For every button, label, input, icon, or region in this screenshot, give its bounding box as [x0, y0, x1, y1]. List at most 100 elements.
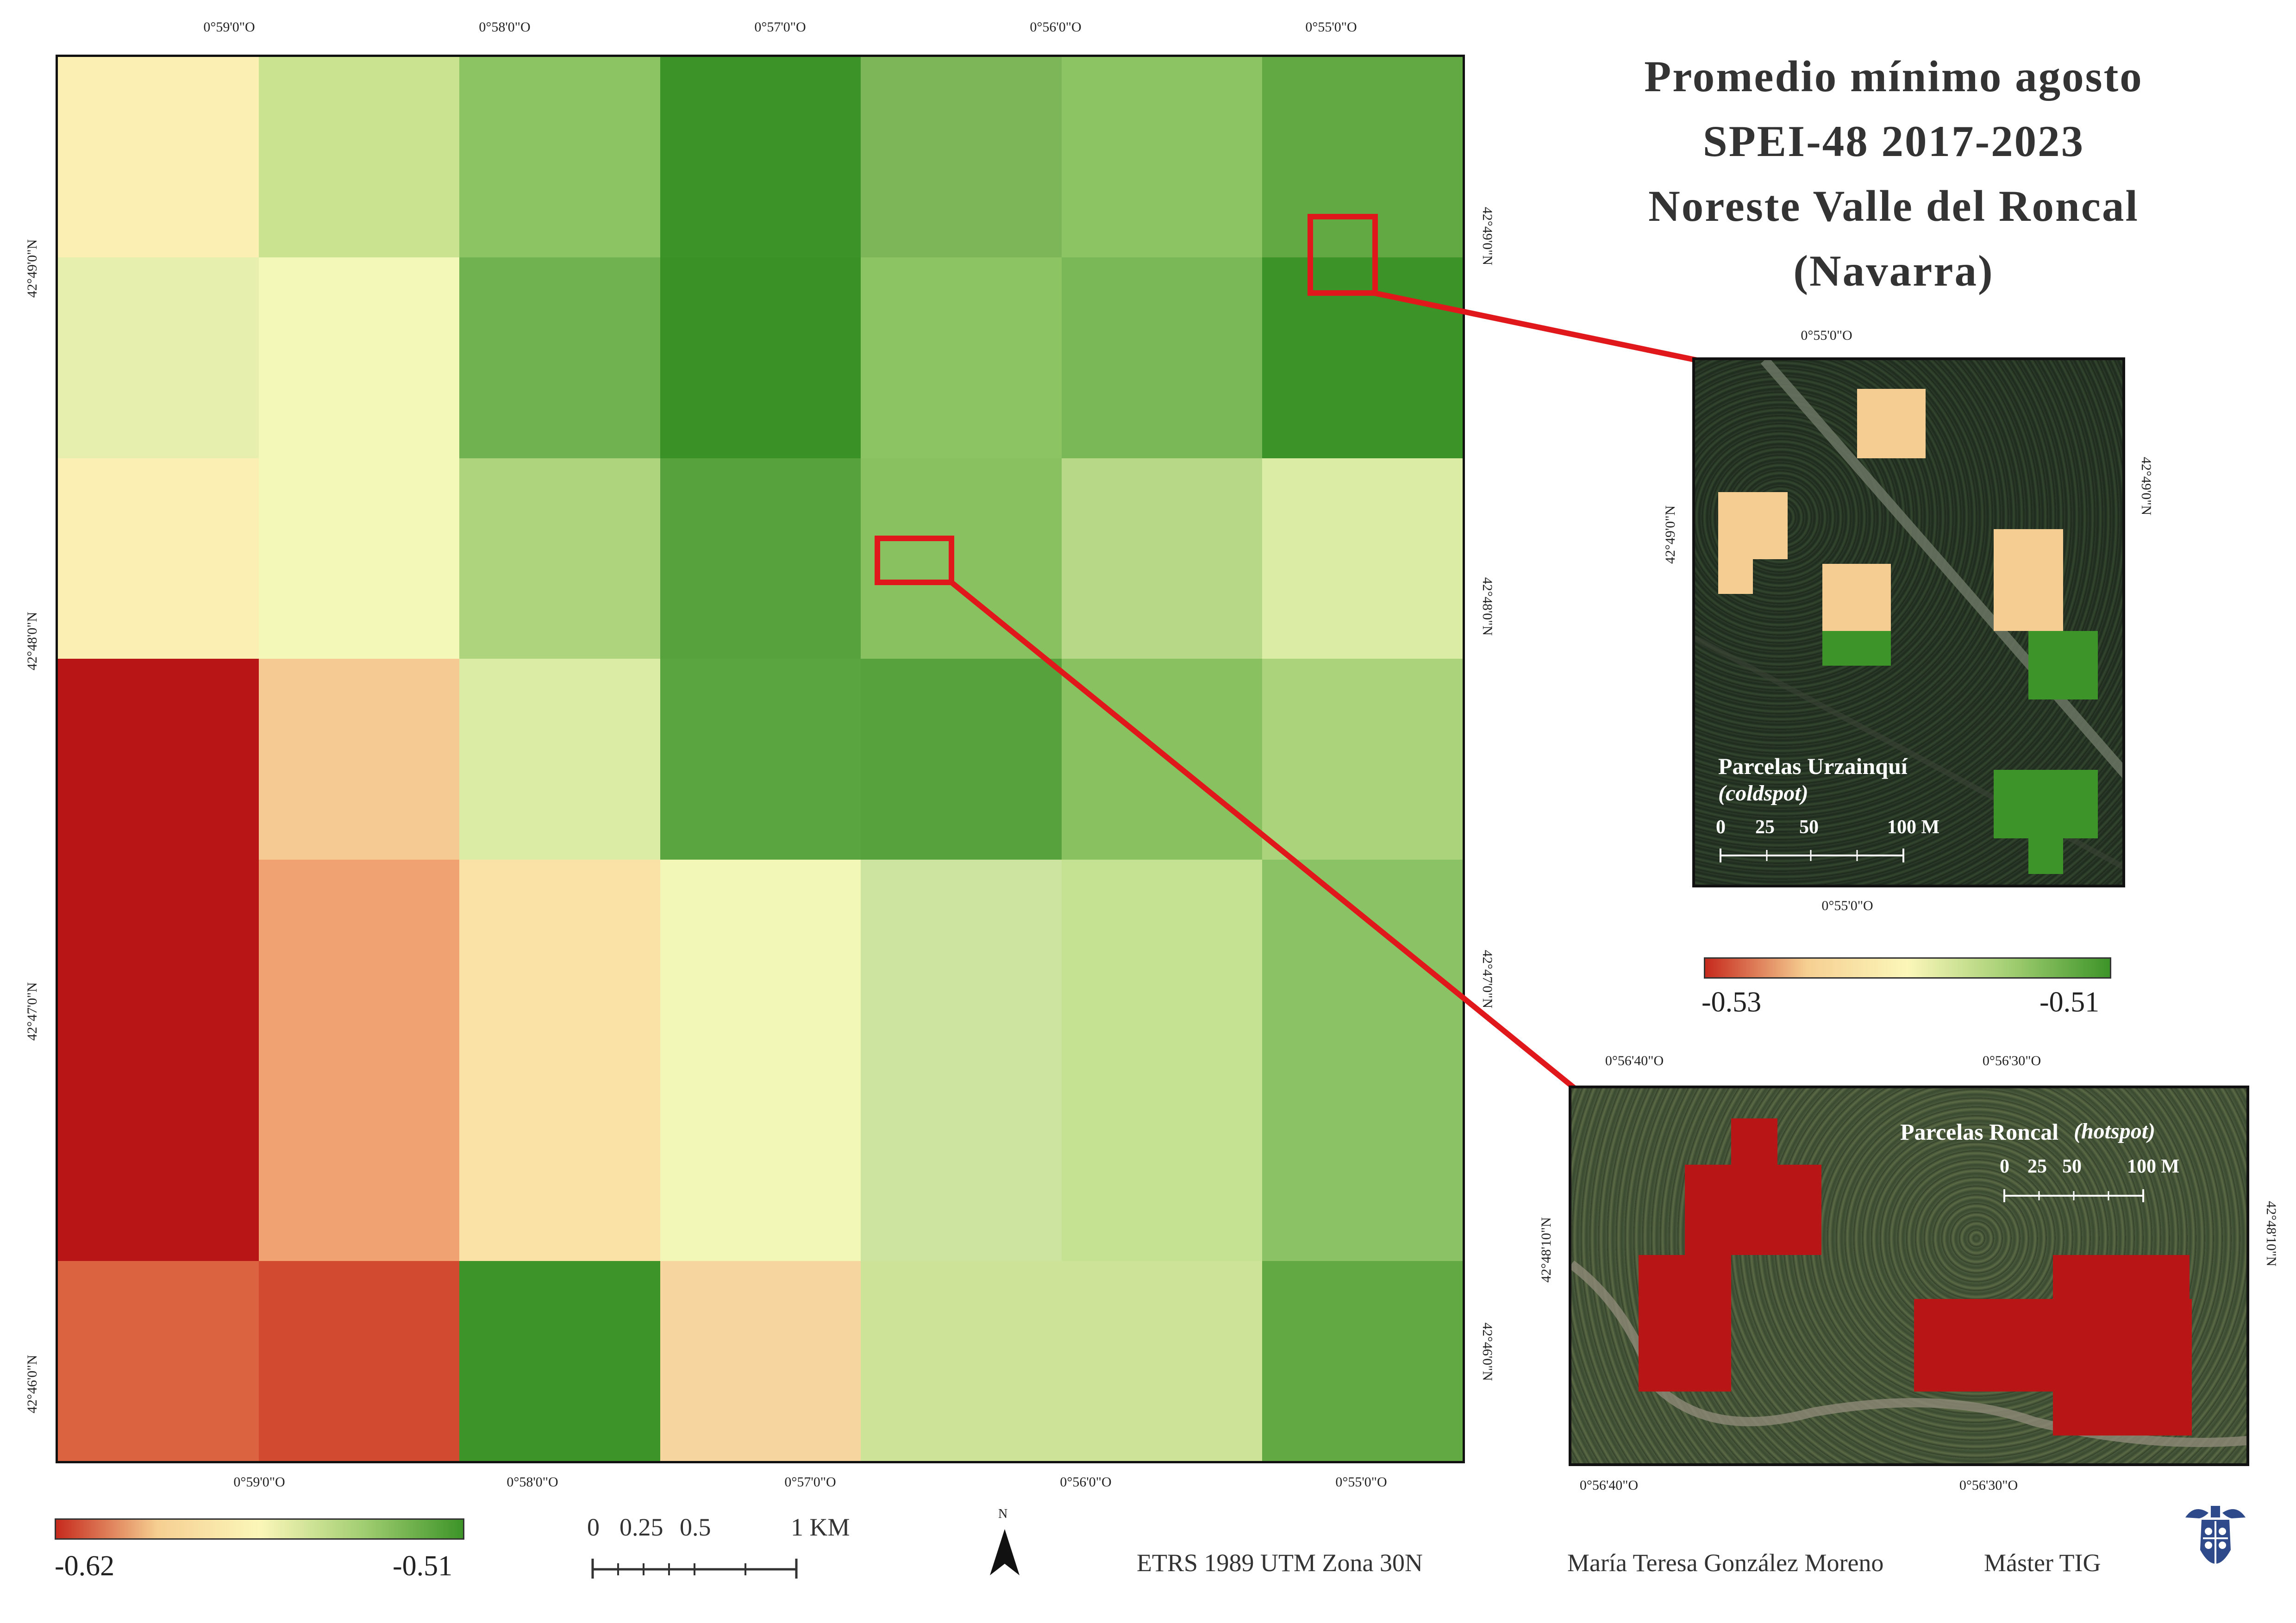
- coldspot-scale-label: 25: [1755, 817, 1775, 838]
- hotspot-scale-label: 25: [2027, 1156, 2047, 1177]
- coldspot-highlight-box: [1308, 214, 1378, 296]
- raster-cell: [1262, 659, 1463, 860]
- raster-cell: [660, 1261, 861, 1461]
- map-top-tick: 0°56'0"O: [1030, 19, 1082, 35]
- hotspot-top-tick: 0°56'40"O: [1605, 1053, 1664, 1068]
- main-legend-ramp: [55, 1518, 464, 1540]
- scale-bar: [591, 1559, 798, 1579]
- projection-label: ETRS 1989 UTM Zona 30N: [1137, 1549, 1423, 1577]
- coldspot-parcel: [1994, 529, 2063, 631]
- hotspot-right-tick: 42°48'10"N: [2264, 1201, 2279, 1267]
- raster-cell: [1061, 1261, 1263, 1461]
- map-bottom-tick: 0°55'0"O: [1335, 1474, 1387, 1490]
- scale-label: 1 KM: [791, 1513, 850, 1541]
- raster-cell: [258, 1060, 460, 1261]
- raster-cell: [258, 859, 460, 1061]
- raster-cell: [1262, 57, 1463, 258]
- raster-cell: [459, 1060, 660, 1261]
- raster-cell: [1061, 257, 1263, 458]
- inset-legend-ramp: [1704, 957, 2111, 979]
- coldspot-scale-label: 0: [1716, 817, 1726, 838]
- inset-legend-max: -0.51: [2039, 986, 2100, 1018]
- hotspot-parcel: [2053, 1255, 2190, 1301]
- spei-raster-map: [56, 55, 1465, 1463]
- coldspot-inset-subtitle: (coldspot): [1718, 781, 1808, 805]
- coldspot-parcel: [2028, 837, 2063, 874]
- hotspot-scale-label: 50: [2062, 1156, 2082, 1177]
- raster-cell: [1061, 659, 1263, 860]
- coldspot-parcel: [1718, 492, 1788, 559]
- map-bottom-tick: 0°58'0"O: [507, 1474, 558, 1490]
- map-title-line-2: SPEI-48 2017-2023: [1702, 117, 2085, 166]
- hotspot-parcel: [1639, 1255, 1731, 1392]
- raster-cell: [258, 1261, 460, 1461]
- raster-cell: [660, 1060, 861, 1261]
- raster-cell: [459, 659, 660, 860]
- map-title-line-1: Promedio mínimo agosto: [1644, 52, 2143, 101]
- main-legend-max: -0.51: [393, 1550, 453, 1582]
- raster-cell: [660, 458, 861, 659]
- raster-cell: [58, 57, 259, 258]
- hotspot-scale-label: 0: [2000, 1156, 2009, 1177]
- raster-cell: [1061, 458, 1263, 659]
- raster-cell: [861, 659, 1062, 860]
- hotspot-highlight-box: [875, 536, 954, 585]
- program-label: Máster TIG: [1984, 1549, 2101, 1577]
- raster-cell: [1061, 1060, 1263, 1261]
- map-title-line-3: Noreste Valle del Roncal: [1648, 181, 2139, 231]
- author-label: María Teresa González Moreno: [1567, 1549, 1884, 1577]
- hotspot-bottom-tick: 0°56'40"O: [1579, 1478, 1639, 1493]
- raster-cell: [861, 1060, 1062, 1261]
- map-top-tick: 0°58'0"O: [479, 19, 531, 35]
- raster-cell: [58, 859, 259, 1061]
- raster-cell: [459, 859, 660, 1061]
- inset-legend-min: -0.53: [1702, 986, 1762, 1018]
- raster-cell: [861, 257, 1062, 458]
- coldspot-right-tick: 42°49'0"N: [2139, 456, 2154, 516]
- hotspot-parcel: [1685, 1165, 1821, 1255]
- raster-cell: [58, 1261, 259, 1461]
- coldspot-parcel: [2028, 631, 2098, 699]
- hotspot-top-tick: 0°56'30"O: [1982, 1053, 2041, 1068]
- scale-label: 0: [587, 1513, 600, 1541]
- hotspot-inset-subtitle: (hotspot): [2074, 1119, 2156, 1143]
- main-legend-min: -0.62: [55, 1550, 115, 1582]
- raster-cell: [660, 859, 861, 1061]
- hotspot-parcels: [1571, 1118, 2246, 1447]
- raster-cell: [58, 1060, 259, 1261]
- university-crest-icon: [2185, 1506, 2246, 1564]
- raster-cell: [1262, 1261, 1463, 1461]
- raster-cell: [861, 57, 1062, 258]
- map-bottom-tick: 0°57'0"O: [784, 1474, 836, 1490]
- map-top-tick: 0°55'0"O: [1305, 19, 1357, 35]
- raster-cell: [1262, 859, 1463, 1061]
- coldspot-bottom-tick: 0°55'0"O: [1821, 898, 1873, 913]
- map-top-tick: 0°57'0"O: [754, 19, 806, 35]
- raster-cell: [258, 659, 460, 860]
- coldspot-scale-label: 50: [1799, 817, 1819, 838]
- raster-cell: [1061, 859, 1263, 1061]
- scale-label: 0.25: [619, 1513, 663, 1541]
- map-bottom-tick: 0°56'0"O: [1060, 1474, 1112, 1490]
- raster-cell: [459, 1261, 660, 1461]
- coldspot-top-tick: 0°55'0"O: [1801, 328, 1852, 343]
- raster-cell: [660, 659, 861, 860]
- hotspot-parcel: [2053, 1389, 2192, 1436]
- raster-cell: [1061, 57, 1263, 258]
- coldspot-scale-label: 100 M: [1887, 817, 1940, 838]
- map-title-line-4: (Navarra): [1793, 246, 1994, 295]
- coldspot-parcels: [1695, 360, 2122, 874]
- raster-cell: [1262, 458, 1463, 659]
- raster-cell: [861, 859, 1062, 1061]
- raster-cell: [58, 659, 259, 860]
- hotspot-parcel: [1914, 1299, 2192, 1392]
- hotspot-left-tick: 42°48'10"N: [1539, 1217, 1554, 1283]
- coldspot-inset-map: Parcelas Urzainquí (coldspot) 0 25 50 10…: [1692, 357, 2125, 887]
- coldspot-connector-line: [1373, 290, 1698, 363]
- raster-cell: [58, 257, 259, 458]
- raster-cell: [58, 458, 259, 659]
- coldspot-inset-title: Parcelas Urzainquí: [1718, 753, 1908, 779]
- hotspot-inset-title: Parcelas Roncal: [1900, 1119, 2059, 1145]
- raster-cell: [1262, 1060, 1463, 1261]
